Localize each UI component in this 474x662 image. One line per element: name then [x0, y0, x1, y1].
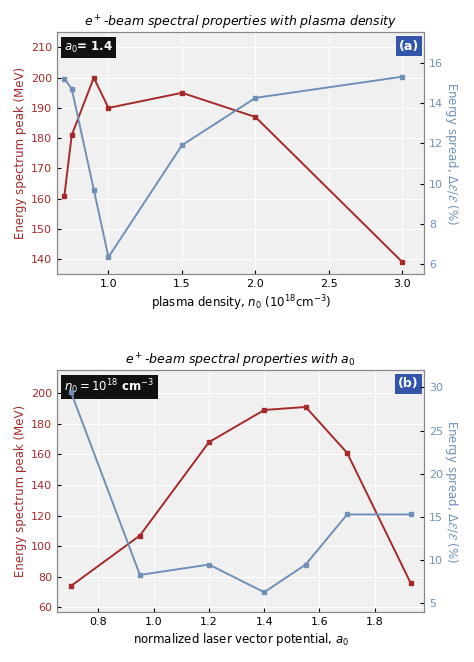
X-axis label: normalized laser vector potential, $a_0$: normalized laser vector potential, $a_0$ [133, 631, 349, 648]
Text: $a_0$= 1.4: $a_0$= 1.4 [64, 40, 113, 55]
Title: $e^+$-beam spectral properties with $a_0$: $e^+$-beam spectral properties with $a_0… [126, 352, 356, 370]
Text: (b): (b) [398, 377, 419, 391]
Text: $n_0 = 10^{18}$ cm$^{-3}$: $n_0 = 10^{18}$ cm$^{-3}$ [64, 377, 155, 396]
X-axis label: plasma density, $n_0$ ($10^{18}$cm$^{-3}$): plasma density, $n_0$ ($10^{18}$cm$^{-3}… [151, 293, 331, 313]
Y-axis label: Energy spectrum peak (MeV): Energy spectrum peak (MeV) [14, 68, 27, 240]
Y-axis label: Energy spread, $\Delta\mathcal{E}/\mathcal{E}$ (%): Energy spread, $\Delta\mathcal{E}/\mathc… [443, 82, 460, 225]
Y-axis label: Energy spread, $\Delta\mathcal{E}/\mathcal{E}$ (%): Energy spread, $\Delta\mathcal{E}/\mathc… [443, 420, 460, 563]
Y-axis label: Energy spectrum peak (MeV): Energy spectrum peak (MeV) [14, 405, 27, 577]
Text: (a): (a) [399, 40, 419, 52]
Title: $e^+$-beam spectral properties with plasma density: $e^+$-beam spectral properties with plas… [84, 14, 397, 32]
